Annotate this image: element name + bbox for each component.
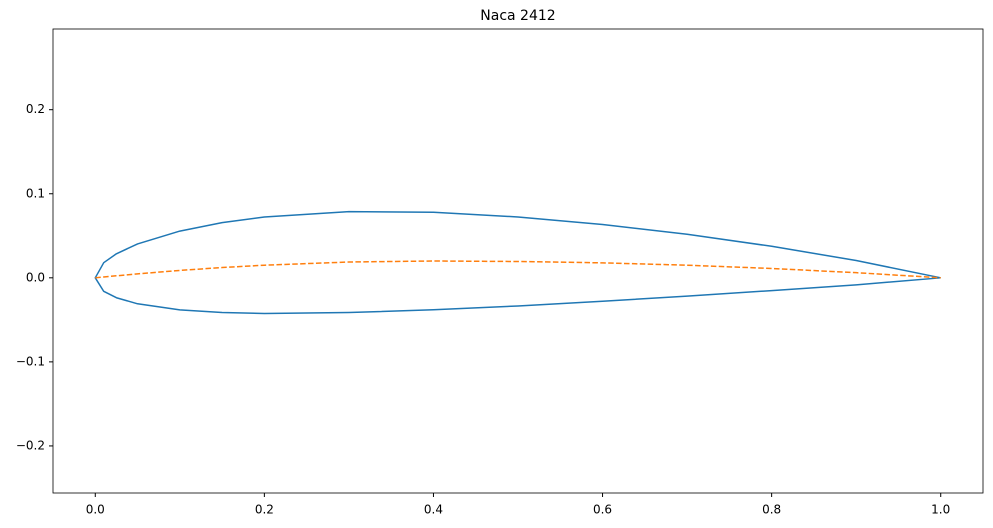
y-tick-label: 0.1 bbox=[26, 186, 45, 200]
y-tick-label: 0.0 bbox=[26, 270, 45, 284]
x-tick-label: 0.4 bbox=[424, 503, 443, 517]
y-tick-label: −0.1 bbox=[16, 354, 45, 368]
y-tick-label: −0.2 bbox=[16, 438, 45, 452]
series-line bbox=[94, 210, 941, 315]
x-tick-label: 0.0 bbox=[86, 503, 105, 517]
plot-frame bbox=[52, 28, 984, 494]
chart-title: Naca 2412 bbox=[480, 8, 555, 24]
y-tick-label: 0.2 bbox=[26, 102, 45, 116]
x-tick-label: 1.0 bbox=[931, 503, 950, 517]
series-line bbox=[95, 260, 941, 279]
x-tick-label: 0.2 bbox=[255, 503, 274, 517]
x-tick-label: 0.6 bbox=[593, 503, 612, 517]
x-tick-label: 0.8 bbox=[762, 503, 781, 517]
